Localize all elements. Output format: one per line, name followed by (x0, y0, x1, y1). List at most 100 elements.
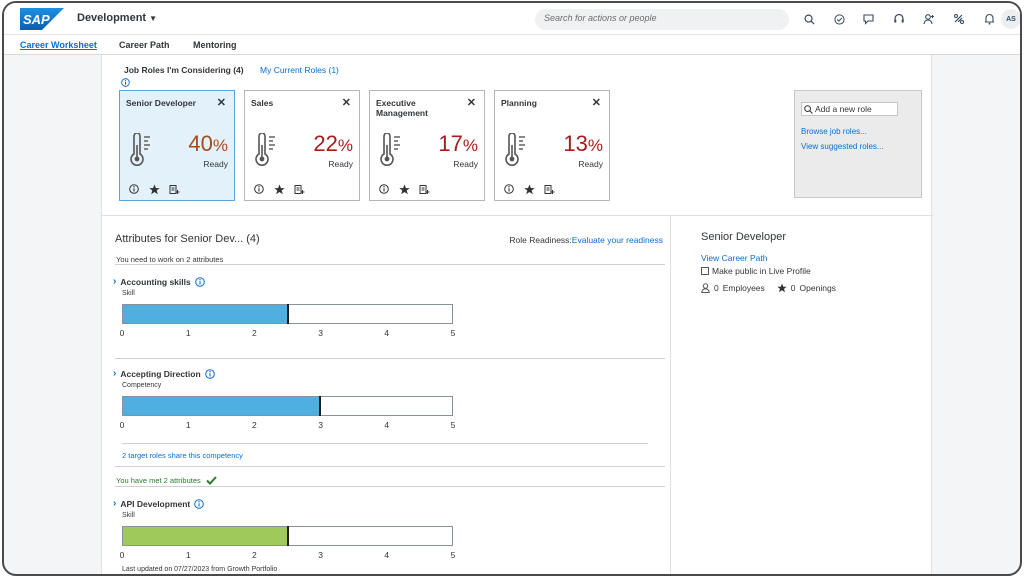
caret-down-icon: ▼ (149, 14, 157, 23)
star-icon[interactable] (273, 183, 285, 195)
star-icon[interactable] (523, 183, 535, 195)
proficiency-axis: 0 1 2 3 4 5 (119, 550, 456, 562)
add-to-plan-icon[interactable] (543, 183, 555, 195)
info-icon[interactable] (194, 276, 205, 287)
page-tabs: Career Worksheet Career Path Mentoring (4, 35, 1020, 55)
feedback-icon[interactable] (944, 11, 974, 27)
checkbox-label: Make public in Live Profile (712, 266, 811, 276)
divider (115, 358, 665, 359)
thermometer-icon (255, 133, 275, 166)
notification-bell-icon[interactable] (974, 11, 1004, 27)
role-card-executive-management[interactable]: Executive Management ✕ 17% Ready (369, 90, 485, 201)
target-marker (319, 396, 322, 416)
add-to-plan-icon[interactable] (168, 183, 180, 195)
checkbox[interactable] (701, 267, 709, 275)
role-card-sales[interactable]: Sales ✕ 22% Ready (244, 90, 360, 201)
tab-career-path[interactable]: Career Path (119, 40, 170, 50)
people-icon[interactable] (914, 11, 944, 27)
attribute-header[interactable]: › Accounting skills (113, 276, 205, 287)
role-card-senior-developer[interactable]: Senior Developer ✕ 40% Ready (119, 90, 235, 201)
role-card-title: Planning (501, 98, 537, 108)
search-icon[interactable] (794, 11, 824, 27)
view-career-path-link[interactable]: View Career Path (701, 253, 768, 263)
role-card-planning[interactable]: Planning ✕ 13% Ready (494, 90, 610, 201)
axis-tick: 4 (384, 328, 390, 338)
openings-count: 0 (790, 283, 796, 293)
main-content: Job Roles I'm Considering (4) My Current… (101, 55, 933, 574)
evaluate-readiness-link[interactable]: Evaluate your readiness (571, 235, 663, 245)
info-icon[interactable] (503, 183, 515, 195)
readiness-percent: 17% (438, 131, 478, 156)
add-to-plan-icon[interactable] (418, 183, 430, 195)
met-note: You have met 2 attributes (116, 476, 217, 485)
axis-tick: 2 (252, 420, 257, 430)
logo-text: SAP (23, 12, 50, 27)
todo-check-icon[interactable] (824, 11, 854, 27)
close-icon[interactable]: ✕ (341, 97, 351, 109)
proficiency-bar (122, 304, 453, 324)
chevron-right-icon[interactable]: › (113, 368, 117, 379)
shared-competency-link[interactable]: 2 target roles share this competency (122, 451, 243, 460)
axis-tick: 4 (384, 420, 390, 430)
info-icon[interactable] (253, 183, 265, 195)
axis-tick: 1 (185, 420, 191, 430)
axis-tick: 5 (450, 328, 456, 338)
browse-roles-link[interactable]: Browse job roles... (801, 127, 867, 136)
info-icon[interactable] (128, 183, 140, 195)
make-public-checkbox[interactable]: Make public in Live Profile (701, 266, 811, 276)
last-updated-note: Last updated on 07/27/2023 from Growth P… (122, 566, 278, 573)
add-role-placeholder: Add a new role (815, 104, 872, 114)
attribute-header[interactable]: › API Development (113, 498, 205, 509)
chevron-right-icon[interactable]: › (113, 498, 117, 509)
add-role-panel: Add a new role Browse job roles... View … (794, 90, 922, 198)
close-icon[interactable]: ✕ (216, 97, 226, 109)
star-icon[interactable] (148, 183, 160, 195)
close-icon[interactable]: ✕ (466, 97, 476, 109)
readiness-label: Ready (578, 159, 603, 169)
suggested-roles-link[interactable]: View suggested roles... (801, 142, 884, 151)
met-note-text: You have met 2 attributes (116, 476, 201, 485)
axis-tick: 5 (450, 550, 456, 560)
add-role-input[interactable]: Add a new role (801, 102, 898, 116)
axis-tick: 2 (252, 550, 257, 560)
info-icon[interactable] (121, 78, 130, 89)
axis-tick: 0 (119, 420, 125, 430)
proficiency-fill (123, 305, 288, 323)
axis-tick: 1 (185, 328, 191, 338)
axis-tick: 4 (384, 550, 390, 560)
tab-roles-considering[interactable]: Job Roles I'm Considering (4) (124, 65, 244, 75)
axis-tick: 3 (318, 328, 323, 338)
info-icon[interactable] (378, 183, 390, 195)
tab-career-worksheet[interactable]: Career Worksheet (20, 40, 97, 50)
add-to-plan-icon[interactable] (293, 183, 305, 195)
card-actions (253, 183, 305, 195)
avatar[interactable]: AS (1001, 9, 1020, 29)
proficiency-fill (123, 527, 288, 545)
checkmark-icon (206, 476, 217, 485)
employees-count: 0 (714, 283, 719, 293)
axis-tick: 2 (252, 328, 257, 338)
target-marker (286, 526, 289, 546)
close-icon[interactable]: ✕ (591, 97, 601, 109)
info-icon[interactable] (194, 498, 205, 509)
search-input[interactable]: Search for actions or people (535, 9, 789, 30)
sap-logo[interactable]: SAP (20, 8, 64, 30)
readiness-percent: 13% (563, 131, 603, 156)
attribute-type: Skill (122, 512, 135, 519)
attribute-header[interactable]: › Accepting Direction (113, 368, 215, 379)
chevron-right-icon[interactable]: › (113, 276, 117, 287)
card-actions (503, 183, 555, 195)
headset-icon[interactable] (884, 11, 914, 27)
info-icon[interactable] (204, 368, 215, 379)
app-title-menu[interactable]: Development ▼ (77, 12, 157, 24)
tab-mentoring[interactable]: Mentoring (193, 40, 237, 50)
axis-tick: 0 (119, 550, 125, 560)
attribute-name: Accepting Direction (120, 368, 201, 379)
attribute-type: Competency (122, 382, 162, 389)
target-marker (286, 304, 289, 324)
star-icon[interactable] (398, 183, 410, 195)
readiness-label: Ready (453, 159, 478, 169)
tab-current-roles[interactable]: My Current Roles (1) (260, 65, 339, 75)
chat-icon[interactable] (854, 11, 884, 27)
role-card-title: Senior Developer (126, 98, 196, 108)
